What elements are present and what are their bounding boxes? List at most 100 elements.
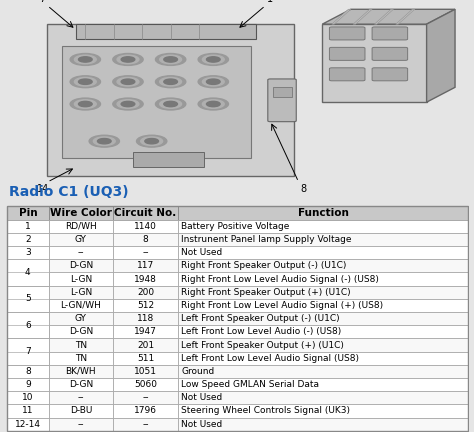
Bar [7,404,48,418]
Text: --: -- [78,393,84,402]
Bar [178,246,468,259]
Bar [178,352,468,365]
Circle shape [113,76,143,88]
Text: Steering Wheel Controls Signal (UK3): Steering Wheel Controls Signal (UK3) [182,407,350,416]
Text: Not Used: Not Used [182,419,223,429]
Bar [113,273,178,286]
Bar [7,378,48,391]
Bar [178,299,468,312]
Bar [48,299,113,312]
Bar [48,246,113,259]
Bar [113,365,178,378]
Bar [113,391,178,404]
Bar [48,365,113,378]
Bar [178,418,468,431]
Bar [7,220,48,233]
Circle shape [160,55,182,64]
Bar [113,352,178,365]
Bar [7,325,48,338]
Text: GY: GY [75,314,87,323]
Bar [48,418,113,431]
Polygon shape [427,10,455,102]
Bar [48,299,113,312]
Circle shape [121,57,135,62]
Bar [7,259,48,286]
Bar [48,273,113,286]
Text: Right Front Speaker Output (-) (U1C): Right Front Speaker Output (-) (U1C) [182,261,347,270]
Bar [7,286,48,312]
Bar [178,352,468,365]
Bar [178,325,468,338]
Bar [7,338,48,365]
Bar [113,338,178,352]
Bar [7,206,468,431]
Bar [133,152,204,167]
Bar [178,220,468,233]
Circle shape [121,102,135,107]
Bar [178,338,468,352]
Bar [7,391,48,404]
Bar [113,299,178,312]
Bar [48,365,113,378]
Circle shape [117,100,139,108]
Text: D-GN: D-GN [69,380,93,389]
Circle shape [98,139,111,144]
Circle shape [160,100,182,108]
Bar [178,273,468,286]
Text: Ground: Ground [182,367,215,376]
Circle shape [198,98,228,110]
Circle shape [141,137,163,146]
Text: 1: 1 [267,0,273,4]
Bar [113,273,178,286]
Circle shape [113,98,143,110]
Text: Pin: Pin [18,208,37,218]
Text: BK/WH: BK/WH [65,367,96,376]
Bar [7,391,48,404]
Bar [113,233,178,246]
Circle shape [207,79,220,84]
FancyBboxPatch shape [329,68,365,81]
Text: 6: 6 [25,321,31,330]
Bar [7,418,48,431]
Bar [7,206,48,220]
Text: 5060: 5060 [134,380,157,389]
Bar [48,220,113,233]
Circle shape [121,79,135,84]
Bar [113,246,178,259]
Circle shape [155,54,186,65]
Bar [48,325,113,338]
Bar [113,286,178,299]
Text: 511: 511 [137,354,154,363]
Circle shape [117,55,139,64]
Text: --: -- [142,419,149,429]
Text: Battery Positive Voltage: Battery Positive Voltage [182,222,290,231]
Text: 118: 118 [137,314,154,323]
Text: 512: 512 [137,301,154,310]
Circle shape [164,102,177,107]
Bar [48,259,113,273]
Text: TN: TN [75,354,87,363]
Circle shape [198,76,228,88]
Bar [178,391,468,404]
Circle shape [155,98,186,110]
FancyBboxPatch shape [268,79,296,122]
Text: --: -- [142,393,149,402]
Polygon shape [353,10,372,24]
Bar [178,273,468,286]
Bar [48,391,113,404]
Bar [178,365,468,378]
Bar [7,220,48,233]
Bar [113,233,178,246]
Polygon shape [374,10,393,24]
Bar [62,47,251,158]
Text: TN: TN [75,340,87,349]
Bar [178,246,468,259]
Bar [113,365,178,378]
FancyBboxPatch shape [372,68,408,81]
Bar [7,312,48,338]
Bar [7,246,48,259]
Bar [113,312,178,325]
Circle shape [79,79,92,84]
Circle shape [74,77,96,86]
Bar [322,24,427,102]
